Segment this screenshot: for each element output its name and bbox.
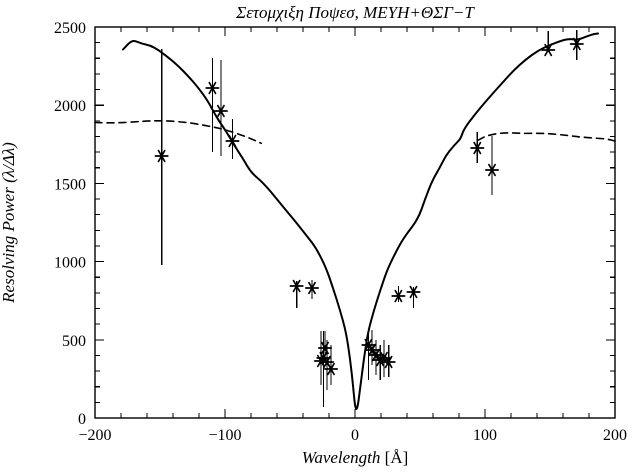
svg-text:0: 0 <box>351 427 359 444</box>
svg-text:1000: 1000 <box>54 255 86 272</box>
svg-text:100: 100 <box>473 427 497 444</box>
svg-text:2000: 2000 <box>54 98 86 115</box>
svg-text:Resolving Power (λ/Δλ): Resolving Power (λ/Δλ) <box>0 142 18 304</box>
svg-text:0: 0 <box>78 411 86 428</box>
svg-text:200: 200 <box>603 427 627 444</box>
svg-text:1500: 1500 <box>54 176 86 193</box>
svg-text:Σετομχιξη Ποψεσ, ΜΕΥΗ+ΘΣΓ−Τ: Σετομχιξη Ποψεσ, ΜΕΥΗ+ΘΣΓ−Τ <box>235 3 475 22</box>
svg-text:2500: 2500 <box>54 20 86 37</box>
svg-text:500: 500 <box>62 333 86 350</box>
svg-text:−200: −200 <box>78 427 111 444</box>
svg-text:−100: −100 <box>208 427 241 444</box>
svg-text:Wavelength [Å]: Wavelength [Å] <box>302 448 409 467</box>
